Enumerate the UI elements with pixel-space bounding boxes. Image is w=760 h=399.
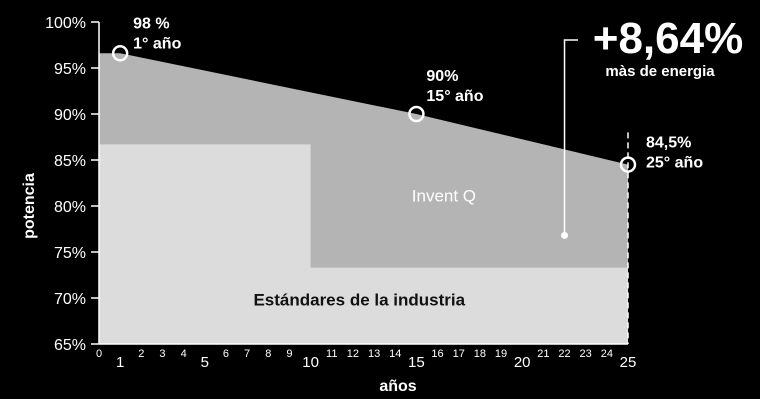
callout-text: màs de energia	[605, 63, 715, 80]
x-axis-label: años	[379, 378, 416, 395]
axis-labels: años potencia	[21, 173, 417, 395]
annotation-label: 15° año	[426, 88, 483, 105]
y-axis-label: potencia	[21, 173, 38, 239]
x-tick-label-minor: 19	[495, 348, 507, 360]
x-tick-label-minor: 9	[286, 348, 292, 360]
zone-labels: Invent Q Estándares de la industria	[253, 186, 476, 309]
x-tick-label-minor: 3	[159, 348, 165, 360]
x-tick-label-major: 5	[201, 354, 209, 371]
annotation-point	[111, 45, 129, 62]
x-tick-label-major: 10	[302, 354, 319, 371]
callout-line	[563, 39, 578, 236]
area-industria	[99, 144, 628, 344]
chart-areas	[99, 53, 628, 344]
annotation-label: 1° año	[133, 35, 181, 52]
y-tick-label: 90%	[54, 107, 86, 124]
x-tick-label-minor: 8	[265, 348, 271, 360]
x-tick-label-major: 25	[620, 354, 637, 371]
x-tick-label-minor: 24	[601, 348, 613, 360]
x-tick-label-minor: 0	[96, 348, 102, 360]
series-label-invent-q: Invent Q	[412, 186, 476, 205]
y-tick-label: 65%	[54, 337, 86, 354]
x-tick-label-minor: 12	[347, 348, 359, 360]
callout: +8,64% màs de energia	[561, 14, 743, 239]
annotation-label: 25° año	[646, 155, 703, 172]
annotation-value: 90%	[426, 68, 458, 85]
annotations: 98 % 1° año 90% 15° año 84,5% 25° año	[111, 15, 703, 173]
x-tick-label-minor: 14	[389, 348, 401, 360]
x-tick-label-minor: 4	[181, 348, 187, 360]
x-tick-label-major: 15	[408, 354, 425, 371]
x-tick-label-minor: 6	[223, 348, 229, 360]
y-tick-label: 80%	[54, 199, 86, 216]
chart-ticks: 65%70%75%80%85%90%95%100%0 2 3 4 6 7 8 9 11 12 13 1…	[45, 15, 636, 371]
y-tick-label: 70%	[54, 291, 86, 308]
x-tick-label-minor: 23	[580, 348, 592, 360]
chart-axes	[98, 22, 629, 345]
x-tick-label-minor: 2	[138, 348, 144, 360]
annotation-value: 84,5%	[646, 135, 691, 152]
annotation-point	[619, 156, 637, 173]
annotation-value: 98 %	[133, 15, 169, 32]
series-label-industria: Estándares de la industria	[253, 290, 465, 309]
x-tick-label-minor: 21	[537, 348, 549, 360]
x-tick-label-minor: 17	[453, 348, 465, 360]
x-tick-label-minor: 13	[368, 348, 380, 360]
y-tick-label: 95%	[54, 61, 86, 78]
y-tick-label: 85%	[54, 153, 86, 170]
y-tick-label: 100%	[45, 15, 86, 32]
annotation-point	[408, 105, 425, 123]
x-tick-label-minor: 18	[474, 348, 486, 360]
x-tick-label-minor: 22	[558, 348, 570, 360]
y-tick-label: 75%	[54, 245, 86, 262]
x-tick-label-minor: 11	[326, 348, 337, 360]
x-tick-label-major: 20	[514, 354, 531, 371]
callout-value: +8,64%	[593, 14, 743, 63]
callout-anchor-dot	[561, 231, 569, 239]
x-tick-label-minor: 7	[244, 348, 250, 360]
x-tick-label-major: 1	[116, 354, 124, 371]
x-tick-label-minor: 16	[431, 348, 443, 360]
